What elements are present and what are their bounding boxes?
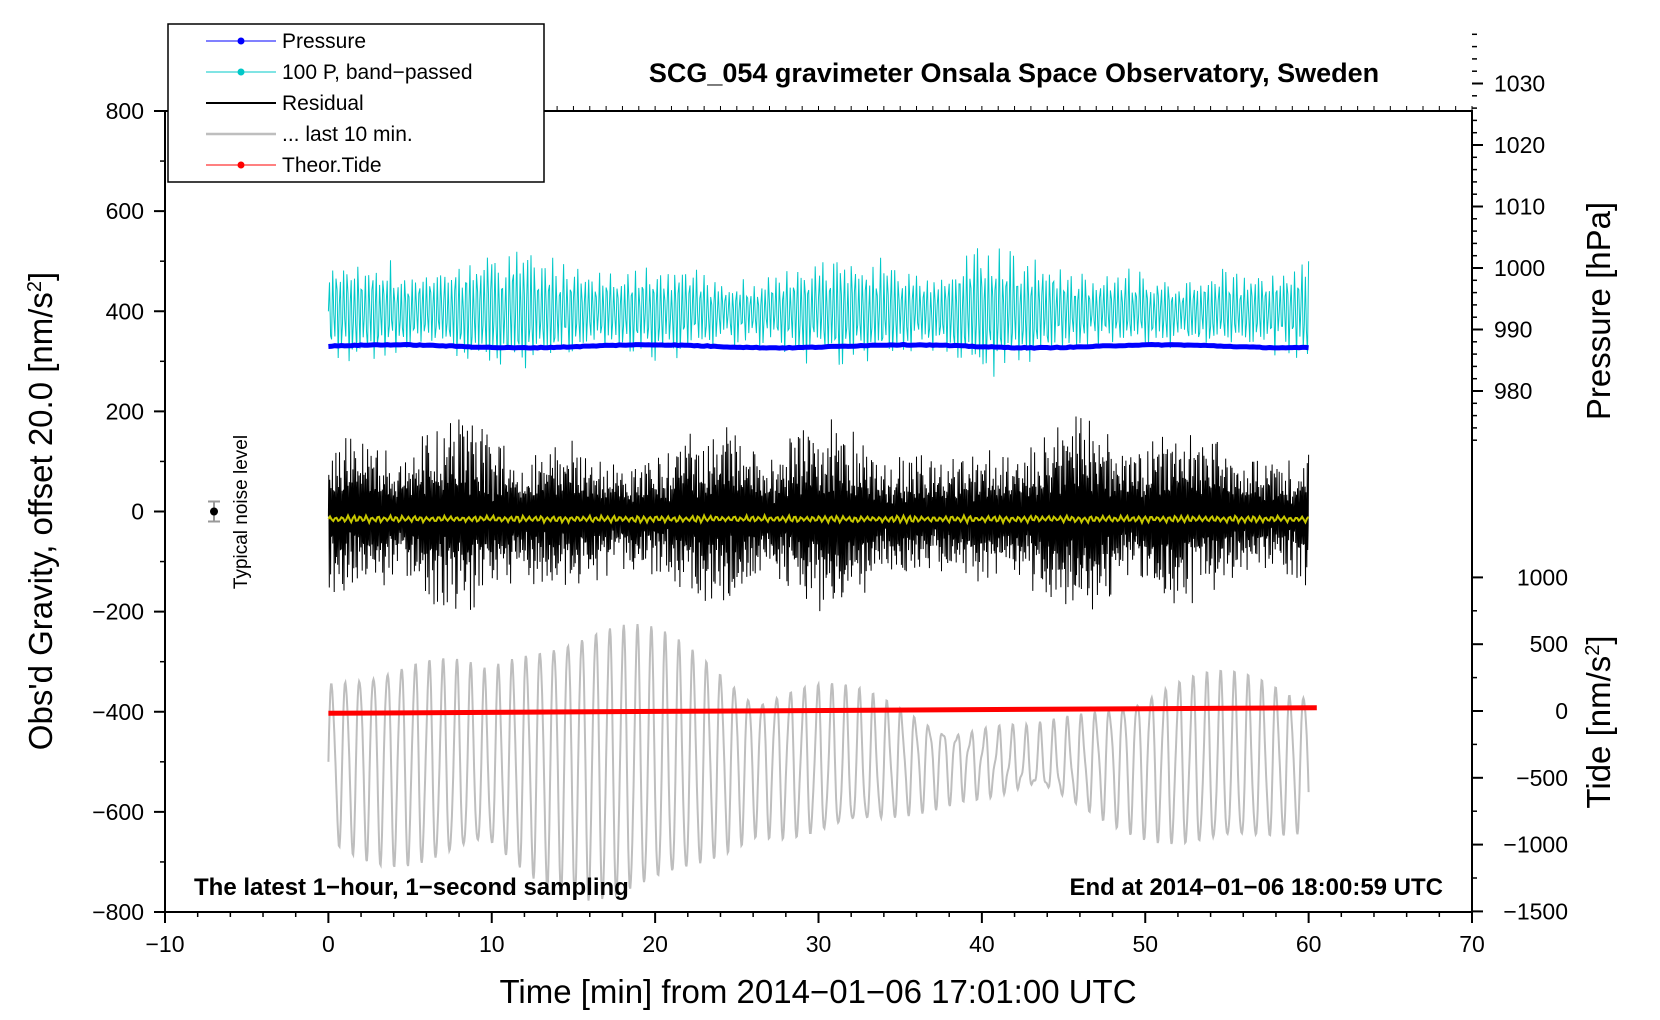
x-tick-label: 60 bbox=[1296, 931, 1322, 957]
legend-marker bbox=[237, 68, 245, 76]
pressure-tick-label: 1000 bbox=[1494, 255, 1545, 281]
pressure-line bbox=[328, 341, 1309, 351]
band-passed-pressure-line bbox=[327, 248, 1310, 377]
tide-tick-label: −1000 bbox=[1503, 832, 1568, 858]
pressure-tick-label: 1010 bbox=[1494, 194, 1545, 220]
y-tick-label: 200 bbox=[106, 398, 144, 424]
y-tick-label: −400 bbox=[92, 699, 144, 725]
legend-label: ... last 10 min. bbox=[282, 123, 413, 146]
y-tick-label: 0 bbox=[131, 499, 144, 525]
legend-marker bbox=[237, 161, 245, 169]
x-tick-label: 40 bbox=[969, 931, 995, 957]
tide-tick-label: 500 bbox=[1530, 631, 1568, 657]
y-axis-title: Obs'd Gravity, offset 20.0 [nm/s2] bbox=[22, 272, 59, 750]
last-10-min-line bbox=[327, 623, 1310, 901]
series-layer bbox=[208, 248, 1317, 901]
x-tick-label: 70 bbox=[1459, 931, 1485, 957]
residual-smoothed-line bbox=[327, 512, 1310, 526]
y-axis-title-bracket: ] bbox=[22, 272, 59, 281]
y-axis-title-sup: 2 bbox=[24, 281, 46, 292]
y-tick-label: 800 bbox=[106, 98, 144, 124]
pressure-tick-label: 1020 bbox=[1494, 132, 1545, 158]
legend-label: Residual bbox=[282, 92, 364, 115]
tide-tick-label: 1000 bbox=[1517, 564, 1568, 590]
end-time-note: End at 2014−01−06 18:00:59 UTC bbox=[1069, 874, 1443, 901]
text-layer: SCG_054 gravimeter Onsala Space Observat… bbox=[22, 58, 1617, 1010]
pressure-tick-label: 1030 bbox=[1494, 71, 1545, 97]
pressure-axis-title: Pressure [hPa] bbox=[1580, 202, 1617, 420]
tide-axis-title: Tide [nm/s2] bbox=[1580, 635, 1617, 808]
x-tick-label: 10 bbox=[479, 931, 505, 957]
x-tick-label: 20 bbox=[642, 931, 668, 957]
tide-tick-label: 0 bbox=[1555, 698, 1568, 724]
y-tick-label: 600 bbox=[106, 198, 144, 224]
theoretical-tide-line bbox=[328, 705, 1317, 716]
y-tick-label: −200 bbox=[92, 599, 144, 625]
tide-axis-title-sup: 2 bbox=[1582, 645, 1604, 656]
residual-line bbox=[327, 416, 1310, 612]
y-tick-label: −600 bbox=[92, 799, 144, 825]
legend: Pressure 100 P, band−passed Residual ... la… bbox=[167, 23, 545, 183]
tide-tick-label: −500 bbox=[1516, 765, 1568, 791]
legend-label: Theor.Tide bbox=[282, 154, 382, 177]
tide-axis-title-bracket: ] bbox=[1580, 635, 1617, 644]
x-tick-label: −10 bbox=[145, 931, 184, 957]
x-tick-label: 50 bbox=[1132, 931, 1158, 957]
x-tick-label: 30 bbox=[806, 931, 832, 957]
pressure-tick-label: 990 bbox=[1494, 317, 1532, 343]
x-tick-label: 0 bbox=[322, 931, 335, 957]
y-tick-label: 400 bbox=[106, 298, 144, 324]
legend-label: Pressure bbox=[282, 30, 366, 53]
noise-level-label: Typical noise level bbox=[231, 435, 252, 589]
axes-layer: −10 0 10 20 30 40 50 60 70−800−600−400−200020040… bbox=[92, 33, 1568, 957]
y-axis-title-main: Obs'd Gravity, offset 20.0 [nm/s bbox=[22, 292, 59, 750]
y-tick-label: −800 bbox=[92, 899, 144, 925]
tide-axis-title-main: Tide [nm/s bbox=[1580, 656, 1617, 809]
tide-tick-label: −1500 bbox=[1503, 898, 1568, 924]
pressure-tick-label: 980 bbox=[1494, 378, 1532, 404]
x-axis-title: Time [min] from 2014−01−06 17:01:00 UTC bbox=[499, 973, 1136, 1010]
chart-title: SCG_054 gravimeter Onsala Space Observat… bbox=[649, 58, 1379, 88]
sampling-note: The latest 1−hour, 1−second sampling bbox=[194, 874, 629, 901]
noise-level-marker bbox=[210, 507, 219, 516]
legend-label: 100 P, band−passed bbox=[282, 61, 473, 84]
legend-marker bbox=[237, 37, 245, 45]
